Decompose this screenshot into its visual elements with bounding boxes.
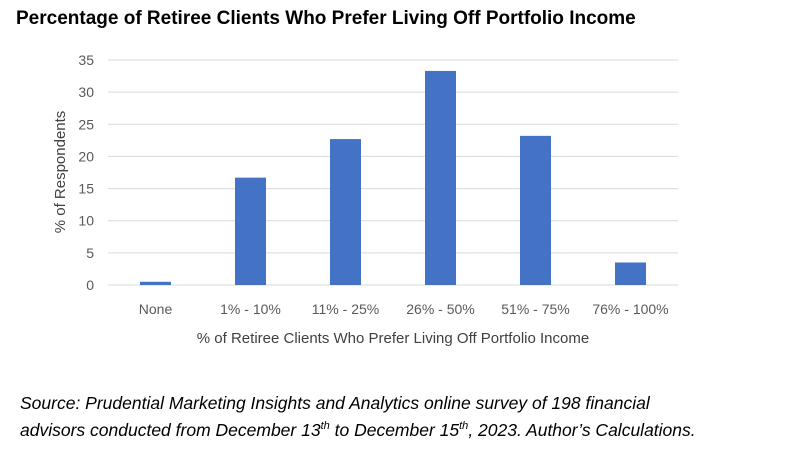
x-tick-label: None — [139, 301, 173, 317]
x-tick-label: 51% - 75% — [501, 301, 569, 317]
bars — [140, 70, 646, 285]
gridlines — [108, 59, 678, 286]
source-superscript-2: th — [459, 420, 469, 433]
x-tick-label: 26% - 50% — [406, 301, 474, 317]
bar — [140, 281, 171, 285]
y-tick-labels: 0 5 10 15 20 25 30 35 — [78, 52, 94, 293]
y-tick-label: 5 — [86, 245, 94, 261]
bar — [615, 262, 646, 285]
source-line-2: advisors conducted from December 13th to… — [20, 417, 795, 444]
source-line-1: Source: Prudential Marketing Insights an… — [20, 393, 650, 413]
y-tick-label: 25 — [78, 116, 94, 132]
x-tick-label: 1% - 10% — [220, 301, 281, 317]
bar — [235, 177, 266, 285]
source-note: Source: Prudential Marketing Insights an… — [20, 390, 795, 444]
x-tick-label: 11% - 25% — [312, 301, 379, 317]
bar — [330, 139, 361, 285]
y-tick-label: 10 — [78, 213, 94, 229]
source-line-2-part-c: , 2023. Author’s Calculations. — [468, 420, 696, 440]
chart-title: Percentage of Retiree Clients Who Prefer… — [16, 8, 636, 29]
source-superscript-1: th — [320, 420, 330, 433]
source-line-2-part-a: advisors conducted from December 13 — [20, 420, 321, 440]
source-line-2-part-b: to December 15 — [329, 420, 460, 440]
bar — [425, 70, 456, 285]
x-tick-labels: None 1% - 10% 11% - 25% 26% - 50% 51% - 75% 7… — [139, 301, 669, 317]
bar — [520, 135, 551, 285]
y-tick-label: 20 — [78, 148, 94, 164]
x-axis-title: % of Retiree Clients Who Prefer Living O… — [197, 330, 589, 347]
x-tick-label: 76% - 100% — [592, 301, 668, 317]
y-tick-label: 0 — [86, 277, 94, 293]
y-tick-label: 15 — [78, 181, 94, 197]
y-axis-title: % of Respondents — [52, 111, 69, 234]
y-tick-label: 35 — [78, 52, 94, 68]
y-tick-label: 30 — [78, 84, 94, 100]
bar-chart: 0 5 10 15 20 25 30 35 None 1% - 10% 11% - 25% 26% … — [52, 52, 678, 347]
